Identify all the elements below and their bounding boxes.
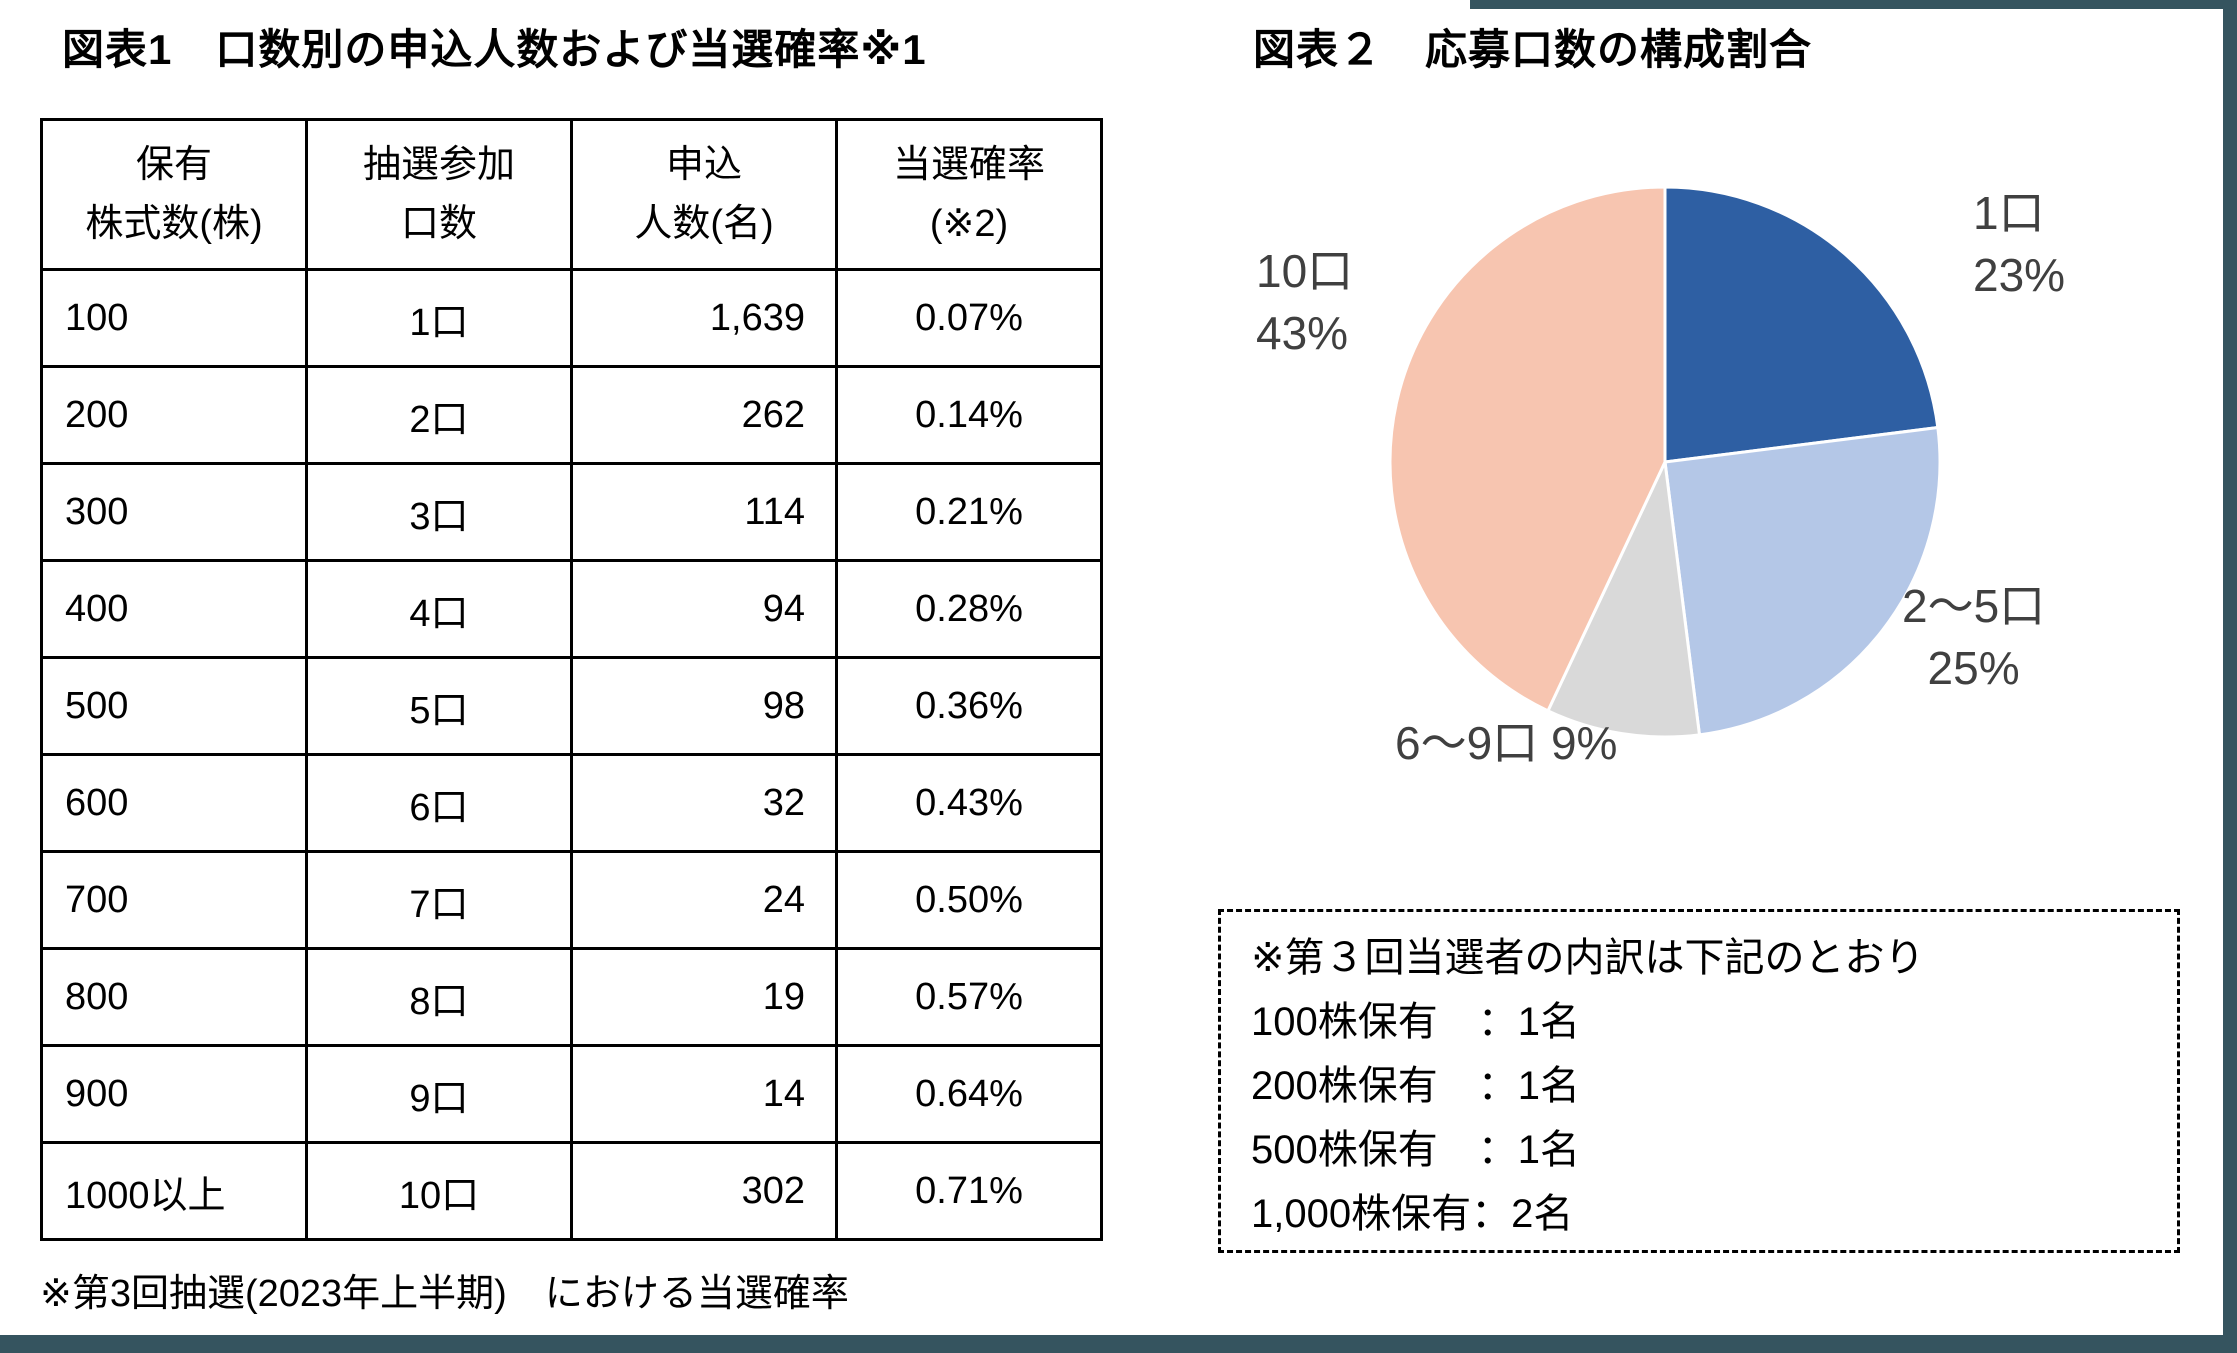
- cell-units: 4口: [305, 559, 573, 659]
- cell-holding-shares: 200: [40, 365, 308, 465]
- cell-applicants: 32: [570, 753, 838, 853]
- cell-applicants: 302: [570, 1141, 838, 1241]
- pie-label-line: 2〜5口: [1902, 580, 2046, 632]
- header-line: 口数: [400, 202, 477, 245]
- application-table: 保有 株式数(株) 抽選参加 口数 申込 人数(名) 当選確率 (※2): [40, 118, 1103, 1241]
- pie-chart: [1388, 185, 1942, 739]
- table-row: 500 5口 98 0.36%: [40, 656, 1103, 756]
- pie-label-line: 1口: [1973, 187, 2045, 239]
- header-line: 申込: [665, 143, 742, 186]
- cell-units: 6口: [305, 753, 573, 853]
- cell-units: 5口: [305, 656, 573, 756]
- cell-probability: 0.28%: [835, 559, 1103, 659]
- note-line: 200株保有 ：1名: [1251, 1064, 1580, 1108]
- col-header-applicants: 申込 人数(名): [570, 118, 838, 271]
- frame-top-band: [1470, 0, 2237, 9]
- cell-probability: 0.21%: [835, 462, 1103, 562]
- pie-slice-2: [1663, 425, 1942, 737]
- frame-bottom-band: [0, 1335, 2237, 1353]
- cell-probability: 0.71%: [835, 1141, 1103, 1241]
- cell-applicants: 24: [570, 850, 838, 950]
- pie-label-line: 23%: [1973, 249, 2066, 301]
- cell-holding-shares: 300: [40, 462, 308, 562]
- cell-applicants: 19: [570, 947, 838, 1047]
- pie-label-line: 6〜9口 9%: [1395, 717, 1618, 769]
- pie-label-line: 25%: [1927, 642, 2020, 694]
- cell-probability: 0.14%: [835, 365, 1103, 465]
- cell-applicants: 262: [570, 365, 838, 465]
- header-line: 抽選参加: [362, 143, 515, 186]
- pie-label-2to5units: 2〜5口 25%: [1902, 575, 2045, 699]
- cell-holding-shares: 100: [40, 268, 308, 368]
- pie-label-10units: 10口 43%: [1256, 240, 1353, 364]
- cell-applicants: 14: [570, 1044, 838, 1144]
- col-header-win-probability: 当選確率 (※2): [835, 118, 1103, 271]
- cell-units: 1口: [305, 268, 573, 368]
- cell-units: 7口: [305, 850, 573, 950]
- header-line: (※2): [929, 202, 1009, 245]
- cell-holding-shares: 1000以上: [40, 1141, 308, 1241]
- cell-units: 9口: [305, 1044, 573, 1144]
- header-line: 人数(名): [634, 202, 774, 245]
- cell-probability: 0.50%: [835, 850, 1103, 950]
- table-row: 800 8口 19 0.57%: [40, 947, 1103, 1047]
- table-row: 700 7口 24 0.50%: [40, 850, 1103, 950]
- cell-probability: 0.07%: [835, 268, 1103, 368]
- cell-applicants: 114: [570, 462, 838, 562]
- col-header-holding-shares: 保有 株式数(株): [40, 118, 308, 271]
- note-line: 1,000株保有：2名: [1251, 1192, 1574, 1236]
- table-row: 900 9口 14 0.64%: [40, 1044, 1103, 1144]
- cell-units: 8口: [305, 947, 573, 1047]
- cell-holding-shares: 500: [40, 656, 308, 756]
- cell-probability: 0.64%: [835, 1044, 1103, 1144]
- table-row: 100 1口 1,639 0.07%: [40, 268, 1103, 368]
- table-row: 300 3口 114 0.21%: [40, 462, 1103, 562]
- cell-units: 10口: [305, 1141, 573, 1241]
- cell-applicants: 1,639: [570, 268, 838, 368]
- cell-probability: 0.57%: [835, 947, 1103, 1047]
- cell-holding-shares: 800: [40, 947, 308, 1047]
- table-row: 200 2口 262 0.14%: [40, 365, 1103, 465]
- table-header-row: 保有 株式数(株) 抽選参加 口数 申込 人数(名) 当選確率 (※2): [40, 118, 1103, 271]
- pie-label-line: 43%: [1256, 307, 1349, 359]
- cell-applicants: 98: [570, 656, 838, 756]
- figure1-footnote: ※第3回抽選(2023年上半期) における当選確率: [40, 1273, 849, 1315]
- cell-probability: 0.43%: [835, 753, 1103, 853]
- note-line: 100株保有 ：1名: [1251, 1000, 1580, 1044]
- pie-label-line: 10口: [1256, 245, 1354, 297]
- cell-holding-shares: 900: [40, 1044, 308, 1144]
- cell-units: 2口: [305, 365, 573, 465]
- header-line: 当選確率: [892, 143, 1045, 186]
- pie-slice-3: [1545, 456, 1702, 739]
- cell-applicants: 94: [570, 559, 838, 659]
- note-line: 500株保有 ：1名: [1251, 1128, 1580, 1172]
- pie-slice-1: [1663, 185, 1940, 464]
- cell-holding-shares: 700: [40, 850, 308, 950]
- table-row: 1000以上 10口 302 0.71%: [40, 1141, 1103, 1241]
- frame-right-band: [2223, 0, 2237, 1353]
- note-line: ※第３回当選者の内訳は下記のとおり: [1251, 936, 1925, 980]
- cell-holding-shares: 600: [40, 753, 308, 853]
- header-line: 株式数(株): [85, 202, 263, 245]
- header-line: 保有: [135, 143, 212, 186]
- col-header-lottery-units: 抽選参加 口数: [305, 118, 573, 271]
- pie-label-1unit: 1口 23%: [1973, 182, 2065, 306]
- table-row: 600 6口 32 0.43%: [40, 753, 1103, 853]
- cell-holding-shares: 400: [40, 559, 308, 659]
- figure1-title: 図表1 口数別の申込人数および当選確率※1: [62, 26, 927, 73]
- pie-slice-4: [1388, 185, 1667, 713]
- figure2-title: 図表２ 応募口数の構成割合: [1253, 26, 1813, 73]
- cell-units: 3口: [305, 462, 573, 562]
- pie-label-6to9units: 6〜9口 9%: [1395, 712, 1617, 774]
- table-row: 400 4口 94 0.28%: [40, 559, 1103, 659]
- cell-probability: 0.36%: [835, 656, 1103, 756]
- winners-note-box: ※第３回当選者の内訳は下記のとおり 100株保有 ：1名 200株保有 ：1名 …: [1218, 909, 2180, 1253]
